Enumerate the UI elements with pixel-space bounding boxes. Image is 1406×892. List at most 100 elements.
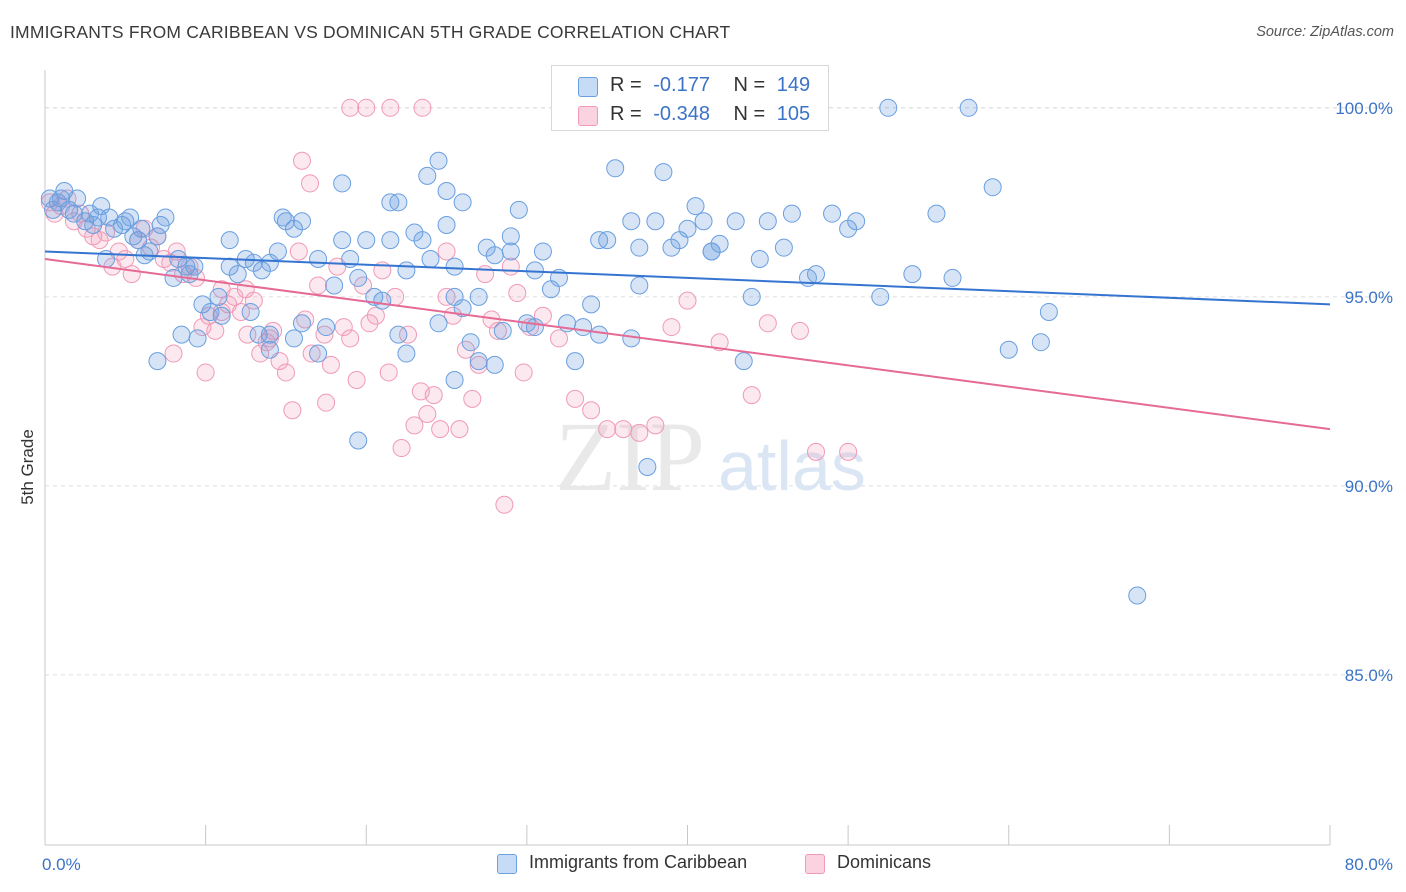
caribbean-point <box>437 181 456 200</box>
dominicans-point <box>488 321 507 340</box>
dominicans-point <box>379 363 398 382</box>
caribbean-legend-swatch <box>497 854 517 874</box>
dominicans-point <box>302 344 321 363</box>
dominicans-point <box>678 291 697 310</box>
caribbean-point <box>469 287 488 306</box>
caribbean-point <box>156 208 175 227</box>
y-tick-label: 90.0% <box>1345 477 1393 496</box>
dominicans-point <box>431 420 450 439</box>
caribbean-point <box>807 265 825 284</box>
dominicans-point <box>469 355 488 374</box>
stats-row-caribbean: R = -0.177 N = 149 <box>552 71 828 101</box>
dominicans-point <box>463 389 482 408</box>
caribbean-point <box>421 250 440 269</box>
dominicans-point <box>293 151 311 170</box>
caribbean-point <box>132 219 151 238</box>
dominicans-point <box>276 363 295 382</box>
caribbean-point <box>220 231 239 250</box>
stats-row-dominicans: R = -0.348 N = 105 <box>552 100 828 130</box>
caribbean-point <box>445 257 464 276</box>
dominicans-point <box>646 416 665 435</box>
caribbean-point <box>750 250 769 269</box>
caribbean-point <box>293 212 311 231</box>
x-tick-label: 0.0% <box>42 855 81 874</box>
caribbean-point <box>325 276 344 295</box>
legend-item-caribbean: Immigrants from Caribbean <box>497 852 747 874</box>
dominicans-point <box>582 401 601 420</box>
caribbean-point <box>646 212 665 231</box>
caribbean-point <box>774 238 793 257</box>
caribbean-point <box>485 355 504 374</box>
caribbean-point <box>148 352 167 371</box>
caribbean-point <box>121 208 140 227</box>
caribbean-point <box>879 98 898 117</box>
caribbean-point <box>638 457 657 476</box>
x-tick-label: 80.0% <box>1345 855 1393 874</box>
caribbean-point <box>389 193 408 212</box>
dominicans-point <box>301 174 320 193</box>
dominicans-point <box>630 423 649 442</box>
caribbean-point <box>309 344 328 363</box>
caribbean-point <box>389 325 408 344</box>
caribbean-point <box>726 212 745 231</box>
caribbean-point <box>999 340 1018 359</box>
dominicans-point <box>437 242 456 261</box>
caribbean-point <box>68 189 87 208</box>
caribbean-point <box>293 314 311 333</box>
dominicans-point <box>550 329 568 348</box>
dominicans-point <box>334 318 353 337</box>
caribbean-point <box>622 212 641 231</box>
dominicans-point <box>251 344 270 363</box>
dominicans-point <box>347 371 366 389</box>
caribbean-point <box>702 242 721 261</box>
caribbean-point <box>228 265 247 284</box>
caribbean-point <box>734 352 753 371</box>
r-value: -0.348 <box>653 103 710 125</box>
caribbean-point <box>437 216 456 234</box>
caribbean-point <box>373 291 392 310</box>
caribbean-point <box>590 325 609 344</box>
caribbean-point <box>397 261 416 280</box>
n-value: 105 <box>776 103 811 125</box>
n-label: N = <box>733 103 766 125</box>
caribbean-point <box>606 159 625 178</box>
caribbean-point <box>469 352 488 371</box>
caribbean-point <box>172 325 191 344</box>
caribbean-point <box>943 268 962 287</box>
dominicans-point <box>790 321 809 340</box>
dominicans-point <box>309 276 328 295</box>
dominicans-point <box>614 420 633 439</box>
dominicans-point <box>742 386 761 405</box>
chart-title: IMMIGRANTS FROM CARIBBEAN VS DOMINICAN 5… <box>10 22 731 42</box>
y-tick-label: 100.0% <box>1335 99 1393 118</box>
dominicans-point <box>164 344 183 363</box>
dominicans-point <box>418 405 437 424</box>
r-value: -0.177 <box>653 74 710 96</box>
caribbean-point <box>429 314 448 333</box>
caribbean-point <box>654 163 673 182</box>
watermark-atlas: atlas <box>718 427 866 505</box>
caribbean-point <box>185 257 204 276</box>
legend-label: Dominicans <box>837 852 932 872</box>
caribbean-point <box>349 431 368 450</box>
caribbean-point <box>241 302 260 321</box>
caribbean-point <box>1031 333 1050 352</box>
y-tick-label: 95.0% <box>1345 288 1393 307</box>
caribbean-point <box>566 352 585 371</box>
caribbean-point <box>525 318 544 337</box>
caribbean-point <box>871 287 890 306</box>
caribbean-point <box>501 242 520 261</box>
dominicans-point <box>381 98 400 117</box>
caribbean-point <box>533 242 552 261</box>
dominicans-point <box>341 329 360 348</box>
caribbean-point <box>129 231 148 250</box>
dominicans-trend-line <box>44 258 1331 431</box>
watermark-zip: ZIP <box>555 401 705 512</box>
caribbean-point <box>209 287 228 306</box>
caribbean-point <box>273 208 292 227</box>
caribbean-point <box>418 166 437 185</box>
n-label: N = <box>733 74 766 96</box>
dominicans-point <box>839 442 858 461</box>
dominicans-point <box>283 401 302 420</box>
dominicans-point <box>501 257 520 276</box>
